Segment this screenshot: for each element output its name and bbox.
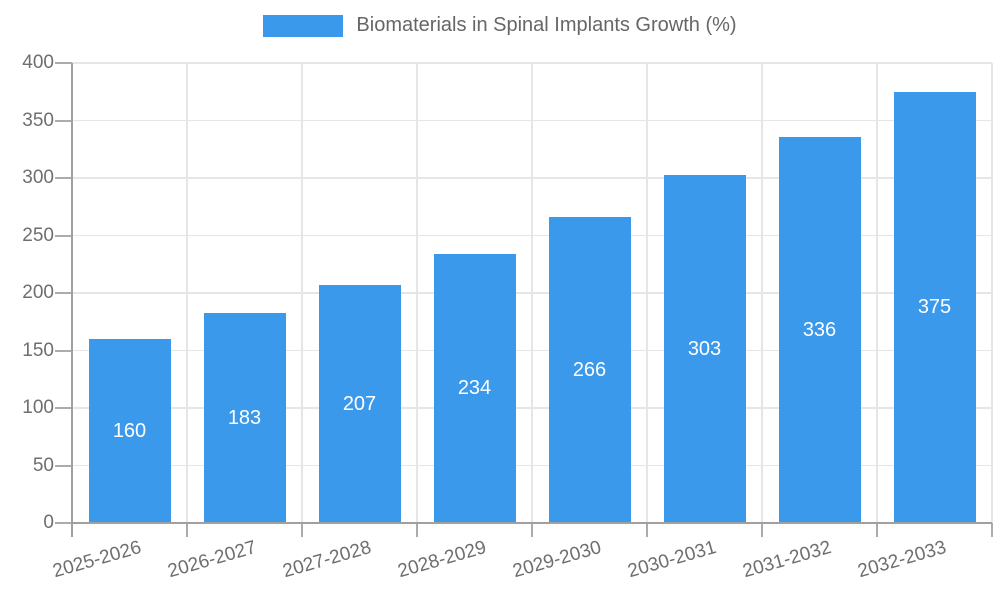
y-tick-mark [55, 464, 72, 467]
x-tick-label: 2030-2031 [625, 537, 719, 583]
x-tick-mark [991, 523, 993, 537]
bar[interactable]: 303 [663, 174, 746, 523]
bar-value-label: 375 [917, 296, 952, 319]
y-tick-label: 200 [22, 282, 54, 303]
y-tick-mark [55, 349, 72, 352]
y-axis-line [71, 63, 73, 537]
bar[interactable]: 207 [318, 284, 401, 523]
grid-line-v [876, 63, 878, 523]
grid-line-v [416, 63, 418, 523]
bar-value-label: 234 [457, 377, 492, 400]
bar[interactable]: 234 [433, 253, 516, 523]
y-tick-label: 0 [43, 512, 54, 533]
bar-value-label: 303 [687, 337, 722, 360]
y-tick-mark [55, 234, 72, 237]
x-axis-line [72, 522, 992, 524]
x-tick-mark [876, 523, 878, 537]
y-tick-mark [55, 407, 72, 409]
grid-line-v [301, 63, 303, 523]
x-tick-label: 2029-2030 [510, 537, 604, 583]
x-tick-mark [761, 523, 763, 537]
y-tick-label: 250 [22, 224, 54, 246]
bar-value-label: 160 [112, 420, 147, 442]
bar-value-label: 207 [342, 392, 377, 415]
x-tick-mark [646, 523, 648, 537]
legend[interactable]: Biomaterials in Spinal Implants Growth (… [0, 14, 1000, 37]
bar-value-label: 183 [227, 406, 262, 429]
bar[interactable]: 183 [203, 312, 286, 523]
y-tick-mark [55, 177, 72, 179]
x-tick-label: 2025-2026 [50, 537, 144, 583]
x-tick-label: 2026-2027 [165, 537, 259, 583]
bar[interactable]: 336 [778, 136, 861, 523]
y-tick-mark [55, 119, 72, 122]
bar[interactable]: 266 [548, 217, 631, 523]
y-tick-mark [55, 62, 72, 64]
x-tick-mark [416, 523, 418, 537]
x-tick-label: 2028-2029 [395, 537, 489, 583]
grid-line-v [761, 63, 763, 523]
x-tick-mark [531, 523, 533, 537]
grid-line-v [991, 63, 993, 523]
grid-line-v [186, 63, 188, 523]
bar[interactable]: 160 [88, 339, 171, 523]
x-tick-label: 2027-2028 [280, 537, 374, 583]
y-tick-mark [55, 522, 72, 524]
x-tick-mark [301, 523, 303, 537]
grid-line-v [646, 63, 648, 523]
y-tick-label: 400 [22, 52, 54, 73]
bar-value-label: 266 [572, 359, 607, 382]
y-tick-label: 300 [22, 167, 54, 188]
legend-swatch [263, 14, 344, 37]
x-tick-label: 2031-2032 [740, 537, 834, 583]
y-tick-mark [55, 292, 72, 294]
bar-value-label: 336 [802, 318, 837, 341]
y-tick-label: 50 [32, 454, 54, 476]
y-tick-label: 350 [22, 109, 54, 131]
x-tick-label: 2032-2033 [855, 537, 949, 583]
bar[interactable]: 375 [893, 91, 976, 523]
y-tick-label: 150 [22, 339, 54, 361]
legend-label: Biomaterials in Spinal Implants Growth (… [356, 14, 737, 36]
grid-line-v [531, 63, 533, 523]
x-tick-mark [186, 523, 188, 537]
y-tick-label: 100 [22, 397, 54, 418]
